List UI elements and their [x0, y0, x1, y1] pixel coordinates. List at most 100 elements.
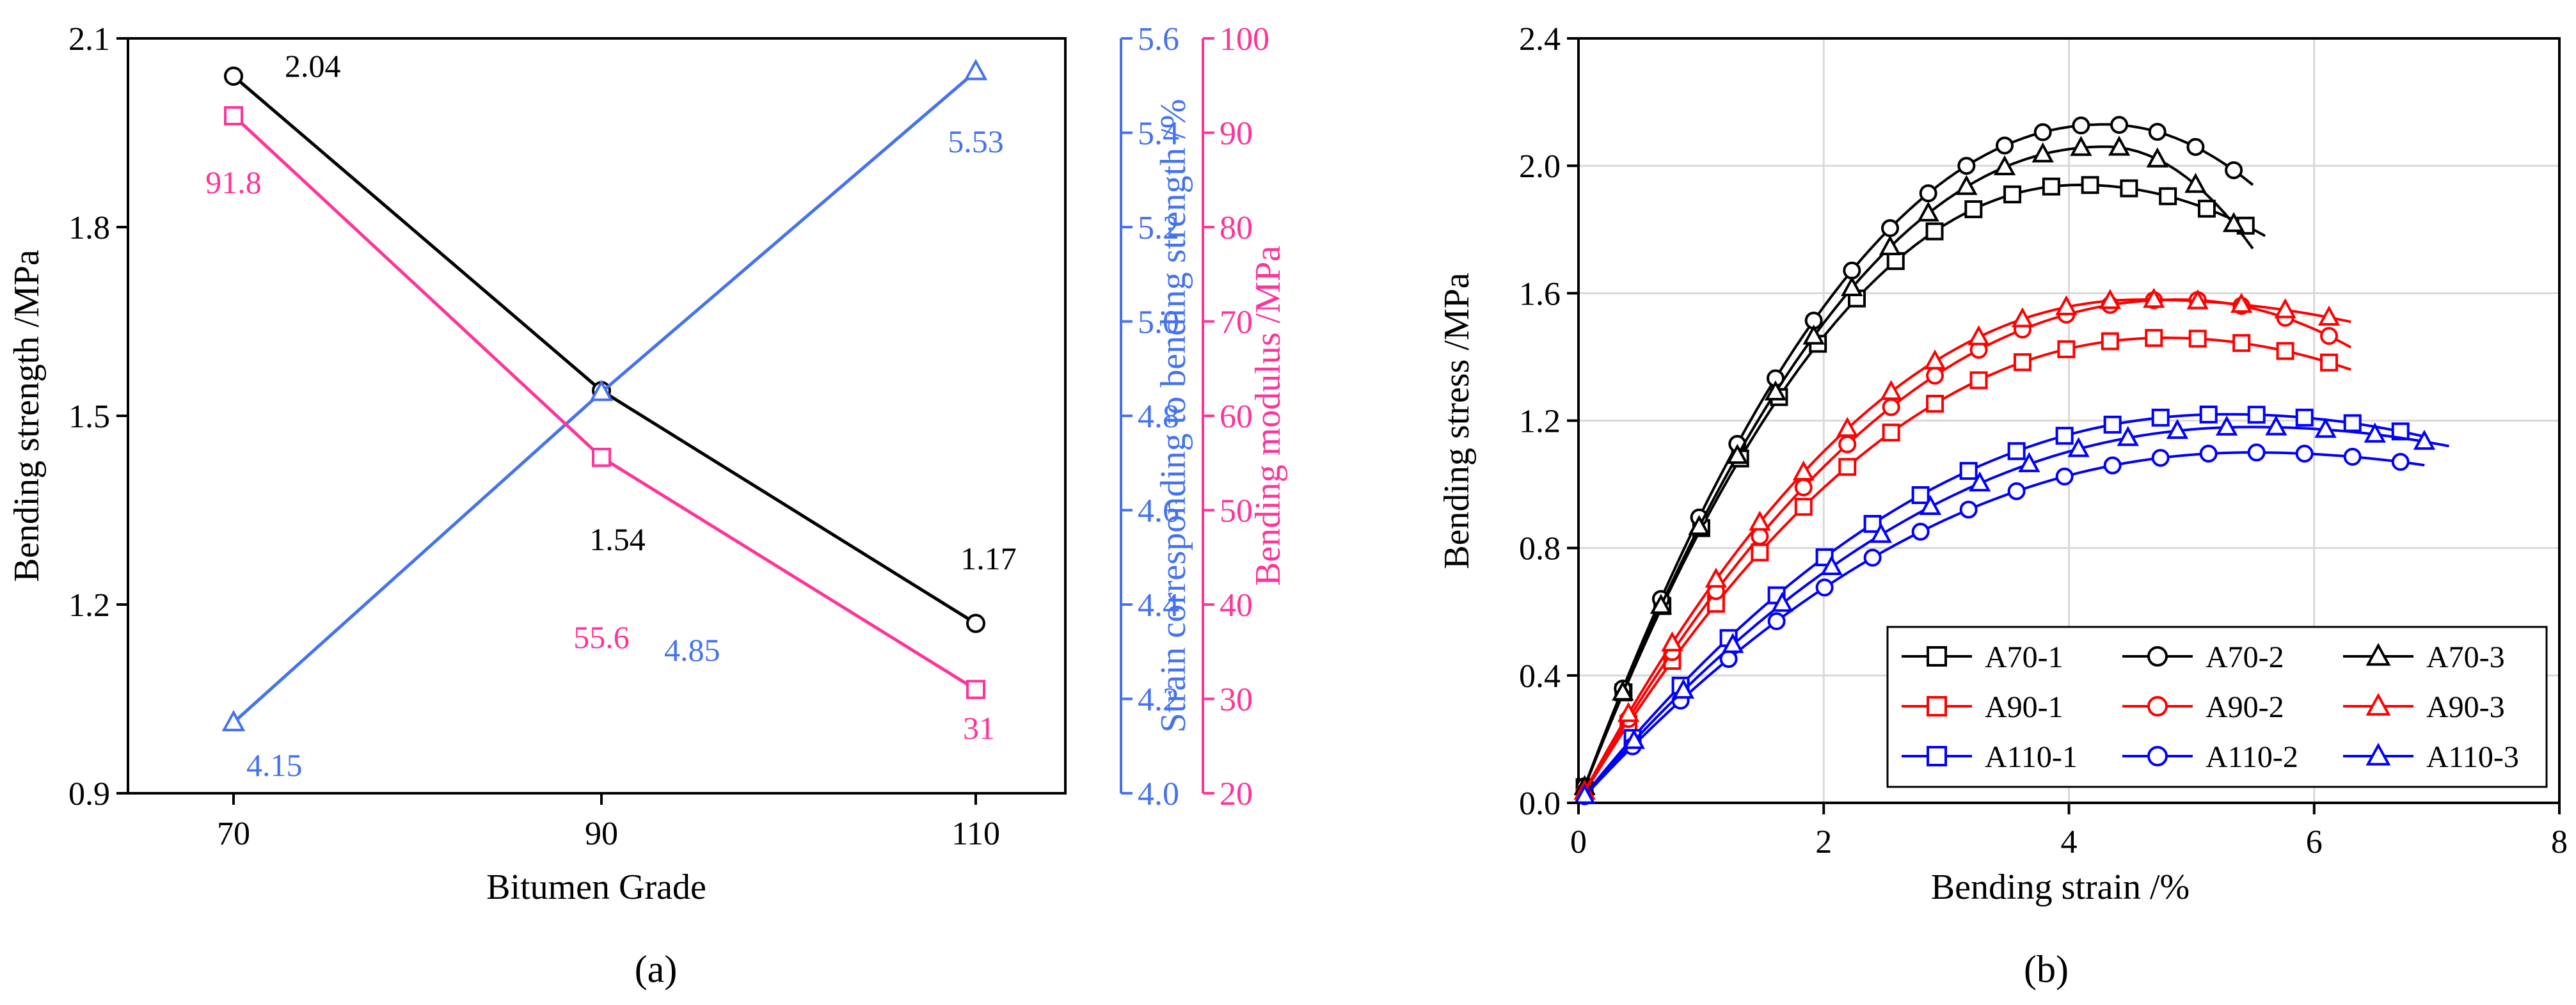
data-point-A70-2 — [1996, 136, 2014, 155]
legend-marker-A90-3 — [2365, 693, 2391, 716]
data-point-A110-1 — [2103, 415, 2122, 434]
strength-tick-label: 1.5 — [68, 399, 110, 435]
data-point-A110-3 — [1672, 678, 1695, 699]
modulus-tick-label: 20 — [1220, 776, 1253, 812]
x-tick-label: 6 — [2306, 824, 2323, 860]
modulus-tick-label: 80 — [1220, 210, 1253, 246]
data-point-strain-70 — [221, 709, 246, 732]
legend-marker-A90-1 — [1927, 696, 1947, 716]
data-point-A70-3 — [1764, 380, 1787, 400]
chart-b-y-axis-title: Bending stress /MPa — [1437, 273, 1477, 569]
legend-marker-A70-3 — [2365, 643, 2391, 666]
data-point-A90-3 — [2186, 289, 2209, 310]
y-tick-label: 2.4 — [1519, 21, 1561, 58]
data-point-A70-3 — [1879, 235, 1902, 255]
data-point-A110-2 — [1815, 578, 1834, 597]
data-point-A90-1 — [1969, 371, 1988, 390]
data-point-A90-3 — [1749, 510, 1771, 531]
data-point-modulus-110 — [966, 679, 985, 699]
data-point-A90-1 — [2013, 353, 2031, 372]
data-point-A110-2 — [1911, 523, 1930, 541]
data-point-A110-3 — [1721, 633, 1744, 653]
data-point-A90-2 — [1926, 367, 1944, 385]
data-point-A70-2 — [1919, 184, 1937, 203]
y-tick-label: 0.4 — [1519, 658, 1561, 695]
strain-axis-title: Strain corresponding to bending strength… — [1154, 99, 1193, 733]
strain-tick-label: 4.4 — [1138, 587, 1179, 624]
data-label-strength-70: 2.04 — [285, 48, 341, 84]
data-point-A70-2 — [2186, 138, 2205, 156]
data-point-A110-1 — [2247, 406, 2266, 424]
data-point-A110-1 — [1911, 486, 1930, 504]
data-label-strength-90: 1.54 — [589, 521, 646, 557]
data-point-A110-2 — [2391, 453, 2410, 471]
modulus-axis-title: Bending modulus /MPa — [1248, 246, 1288, 586]
data-point-A70-3 — [2031, 142, 2054, 162]
data-point-A70-3 — [2108, 136, 2131, 156]
x-tick-label: 2 — [1815, 824, 1832, 860]
data-point-A90-3 — [1617, 702, 1640, 722]
legend-marker-A70-2 — [2147, 646, 2168, 667]
data-point-A70-2 — [2110, 116, 2129, 134]
data-point-A110-2 — [1863, 548, 1882, 567]
data-label-strain-110: 5.53 — [948, 123, 1004, 159]
legend-marker-A70-1 — [1927, 646, 1947, 667]
data-point-A110-2 — [2103, 456, 2122, 475]
y-tick-label: 0.8 — [1519, 531, 1561, 567]
modulus-tick-label: 60 — [1220, 399, 1253, 435]
data-point-strain-110 — [964, 58, 988, 81]
data-point-modulus-70 — [224, 106, 243, 125]
data-point-A70-3 — [1993, 155, 2016, 176]
x-tick-label-90: 90 — [585, 816, 618, 852]
strain-tick-label: 5.2 — [1138, 210, 1179, 246]
data-point-A90-3 — [1968, 325, 1990, 345]
data-point-A110-1 — [1959, 462, 1978, 480]
data-point-A110-3 — [1919, 495, 1942, 516]
data-point-A110-2 — [2055, 467, 2074, 486]
data-point-A110-3 — [1968, 471, 1991, 492]
data-point-A90-1 — [2188, 329, 2207, 348]
legend-label-A90-3: A90-3 — [2426, 690, 2505, 724]
data-point-A110-2 — [2199, 445, 2218, 463]
data-point-A90-1 — [2232, 334, 2251, 352]
legend-label-A70-3: A70-3 — [2426, 640, 2505, 674]
data-point-strength-110 — [966, 613, 985, 633]
strength-tick-label: 1.8 — [68, 210, 110, 246]
strain-tick-label: 5.6 — [1138, 21, 1179, 58]
modulus-tick-label: 70 — [1220, 305, 1253, 341]
data-point-A70-3 — [1726, 443, 1749, 464]
data-point-A70-3 — [1802, 324, 1825, 345]
strain-tick-label: 4.0 — [1138, 776, 1179, 812]
data-point-A70-3 — [1917, 201, 1939, 222]
data-point-A70-3 — [2184, 173, 2207, 193]
data-point-A90-1 — [1794, 498, 1813, 516]
data-point-A70-3 — [1841, 276, 1863, 297]
data-point-A70-1 — [1925, 222, 1944, 241]
modulus-tick-label: 90 — [1220, 116, 1253, 152]
data-point-A110-3 — [2314, 417, 2337, 438]
data-point-A90-1 — [1751, 543, 1769, 562]
legend-label-A110-1: A110-1 — [1985, 740, 2078, 774]
data-point-A110-3 — [1623, 729, 1645, 749]
strength-tick-label: 1.2 — [68, 587, 110, 624]
chart-panel-a: 2.04 1.54 1.17 4.15 4.85 5.53 91.8 55.6 31 70 90 1… — [7, 21, 1288, 990]
chart-b-panel-label: (b) — [2024, 948, 2069, 990]
data-point-A110-1 — [2055, 427, 2074, 445]
x-tick-label-110: 110 — [951, 816, 1000, 852]
data-point-A110-2 — [1959, 500, 1978, 519]
data-point-A110-3 — [2265, 415, 2287, 436]
y-tick-label: 0.0 — [1519, 786, 1561, 822]
data-point-A70-3 — [1688, 514, 1710, 535]
data-label-strength-110: 1.17 — [960, 541, 1017, 576]
chart-panel-b: 0 2 4 6 8 0.0 0.4 0.8 1.2 1.6 2.0 2.4 A70-1 A90-1 A11… — [1437, 21, 2568, 990]
data-point-A90-3 — [1792, 460, 1815, 481]
data-point-A70-3 — [2146, 147, 2168, 168]
x-tick-label: 4 — [2061, 824, 2078, 860]
data-point-A110-2 — [2343, 448, 2362, 466]
data-point-A90-3 — [1923, 349, 1946, 370]
data-point-A90-1 — [2101, 332, 2119, 351]
data-point-A90-3 — [2274, 298, 2296, 319]
modulus-tick-label: 30 — [1220, 682, 1253, 718]
strain-tick-label: 5.0 — [1138, 305, 1179, 341]
